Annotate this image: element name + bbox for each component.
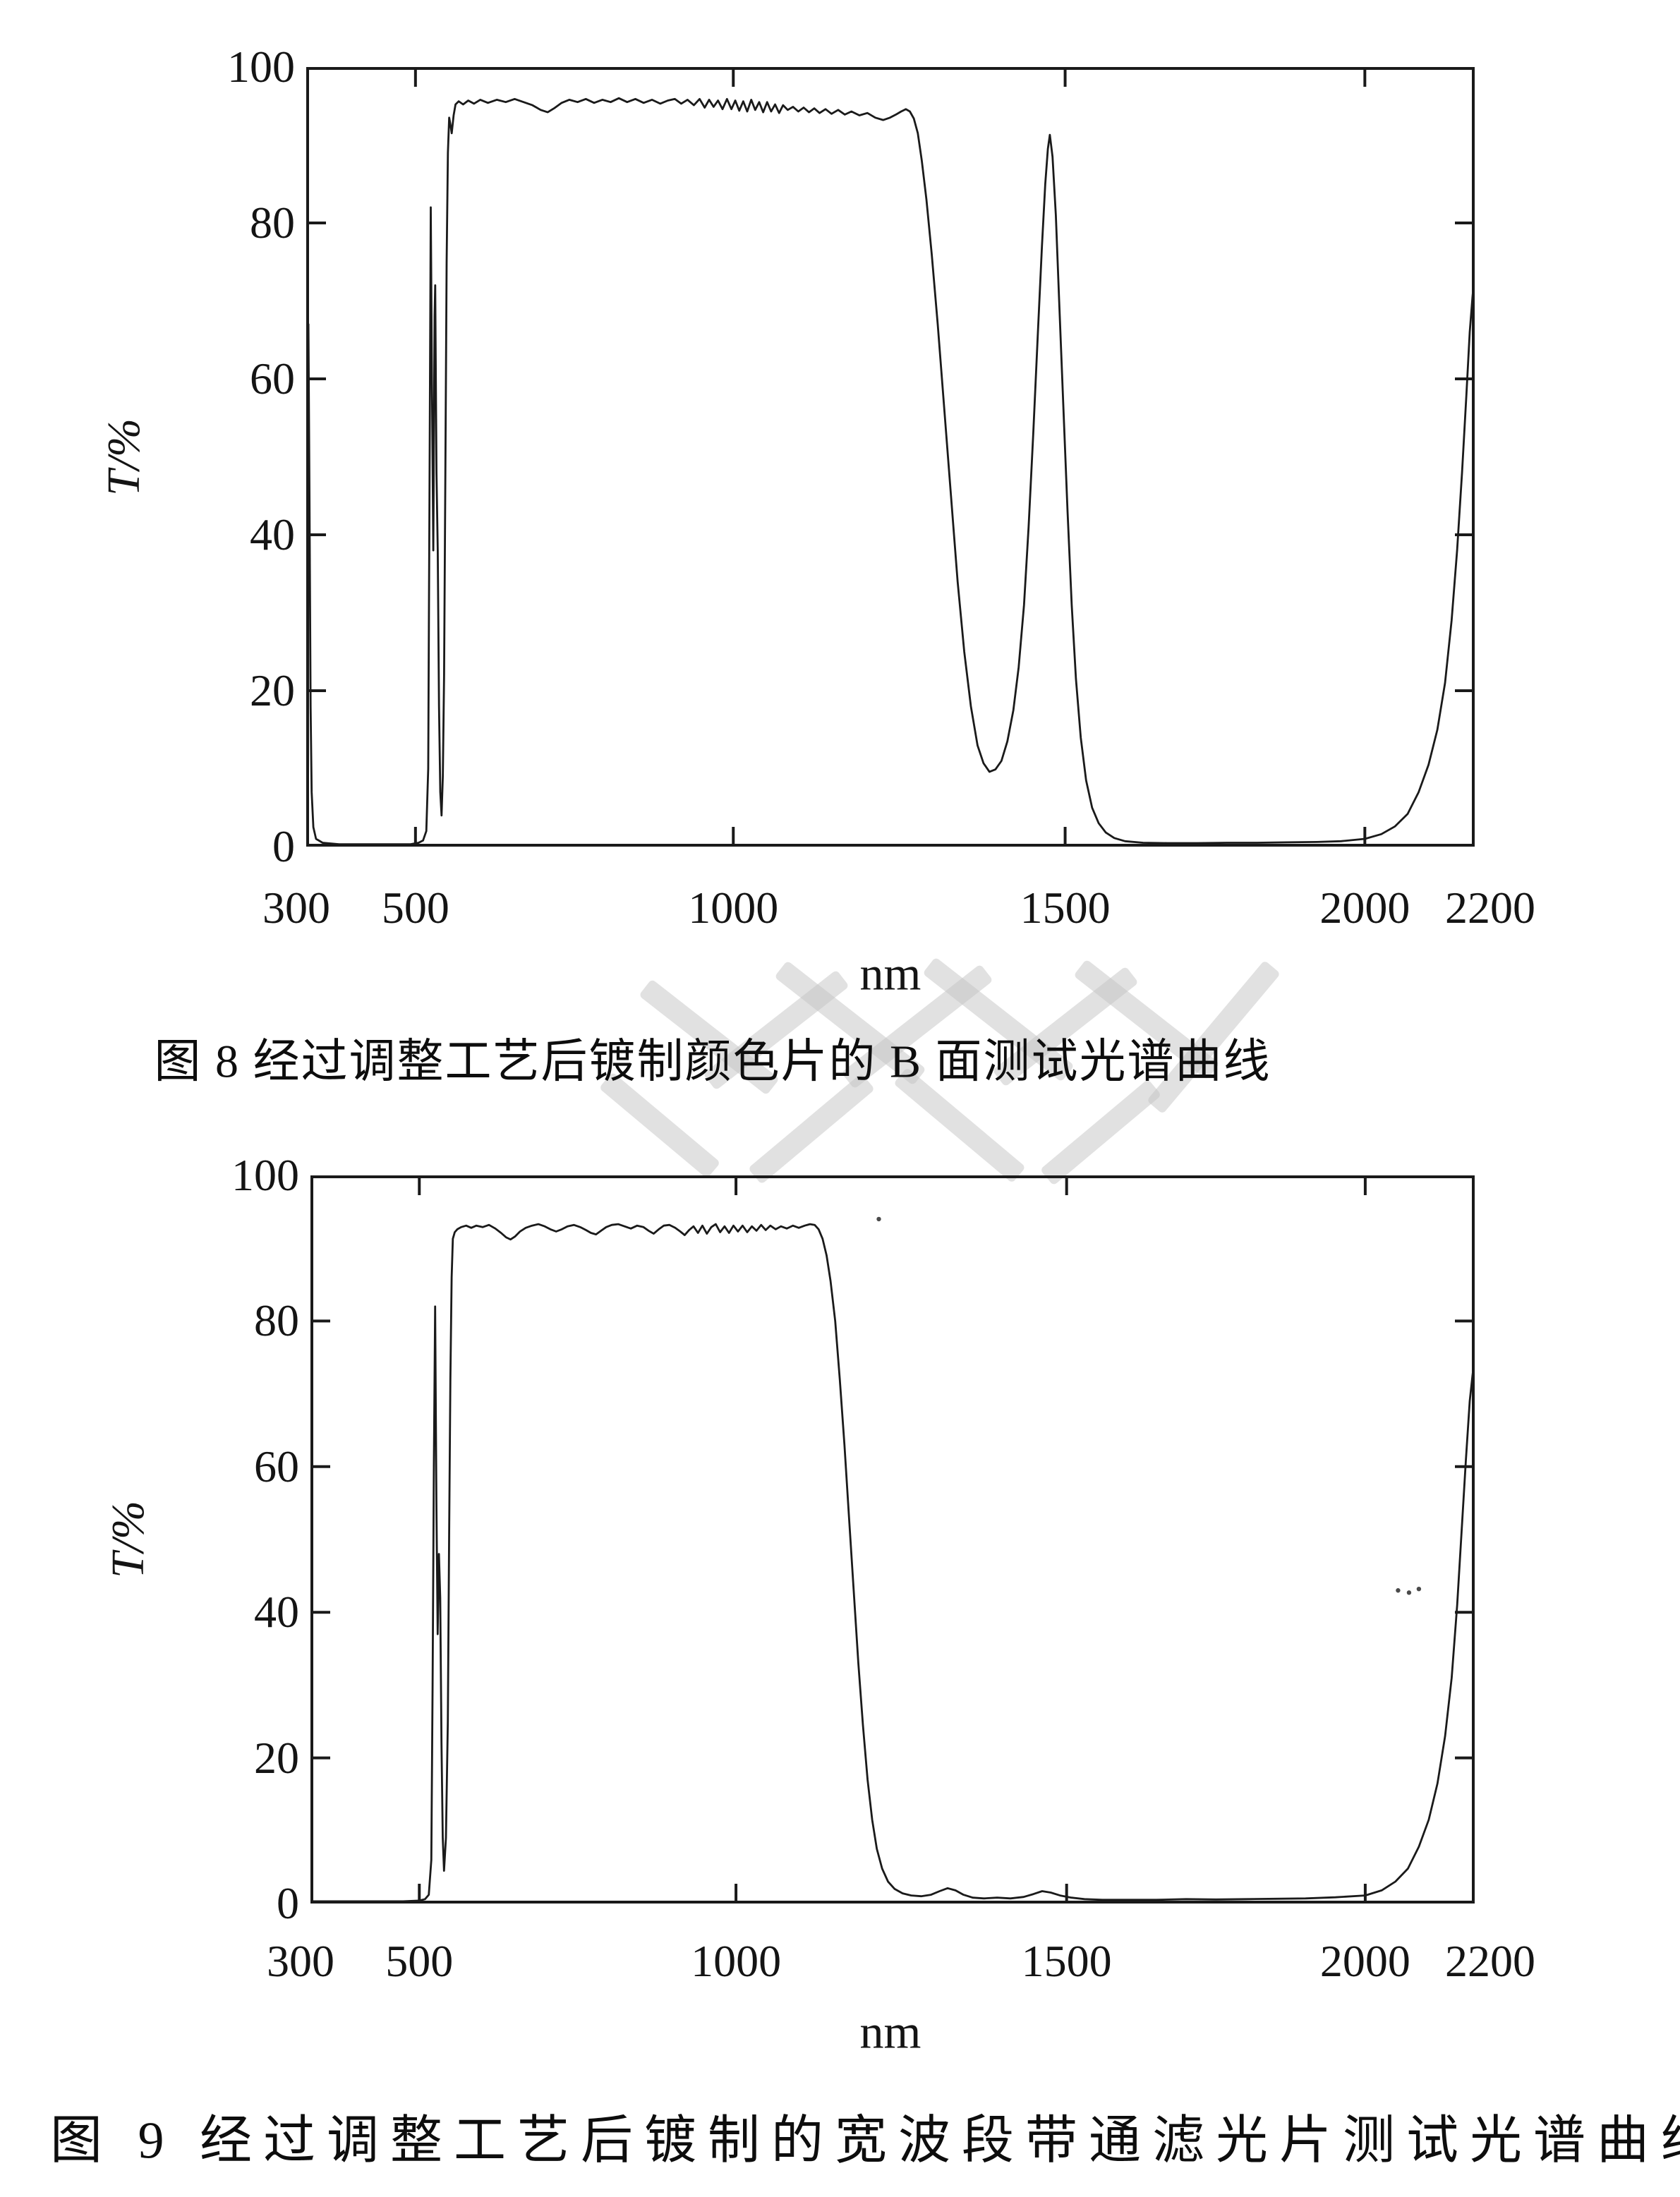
x-tick-label: 300	[262, 883, 330, 933]
x-tick-label: 1500	[1021, 1936, 1112, 1986]
x-tick-label: 2000	[1319, 883, 1410, 933]
y-tick-label: 0	[277, 1878, 299, 1928]
x-tick-label: 1000	[691, 1936, 782, 1986]
axis-frame	[310, 1175, 1475, 1904]
x-axis-title: nm	[859, 946, 921, 1000]
y-tick-label: 100	[231, 1150, 299, 1200]
x-tick-label: 2000	[1319, 1936, 1410, 1986]
y-tick-label: 0	[272, 821, 295, 871]
plot-area-figure-8	[306, 67, 1475, 847]
axis-frame	[306, 67, 1475, 847]
scan-artifact-dot	[1396, 1588, 1401, 1593]
x-tick-label: 1000	[688, 883, 779, 933]
watermark-stroke	[1039, 1079, 1162, 1186]
figure-9-caption: 图 9 经过调整工艺后镀制的宽波段带通滤光片测试光谱曲线	[50, 2112, 1680, 2170]
plot-area-figure-9	[310, 1175, 1475, 1904]
scan-artifact-dot	[1406, 1590, 1412, 1595]
y-tick-label: 100	[227, 42, 295, 92]
figure-8-caption: 图 8 经过调整工艺后镀制颜色片的 B 面测试光谱曲线	[154, 1036, 1271, 1088]
y-tick-label: 40	[250, 509, 295, 559]
x-tick-label: 300	[267, 1936, 334, 1986]
y-tick-label: 20	[254, 1732, 299, 1783]
y-tick-label: 60	[254, 1441, 299, 1491]
y-tick-label: 20	[250, 665, 295, 715]
y-tick-label: 60	[250, 353, 295, 404]
y-tick-label: 80	[250, 198, 295, 248]
x-tick-label: 2200	[1445, 883, 1535, 933]
x-tick-label: 500	[381, 883, 449, 933]
spectrum-curve	[310, 1223, 1475, 1903]
y-tick-label: 40	[254, 1587, 299, 1638]
y-axis-title: T/%	[102, 1500, 154, 1579]
scan-artifact-dot	[876, 1216, 881, 1222]
y-axis-title: T/%	[98, 418, 150, 497]
scan-artifact-dot	[1416, 1586, 1422, 1592]
x-axis-title: nm	[859, 2004, 921, 2059]
x-tick-label: 1500	[1020, 883, 1111, 933]
y-tick-label: 80	[254, 1295, 299, 1346]
figure-9-chart	[310, 1175, 1475, 1904]
x-tick-label: 500	[385, 1936, 454, 1986]
x-tick-label: 2200	[1445, 1936, 1535, 1986]
figure-8-chart	[306, 67, 1475, 847]
spectrum-curve	[306, 97, 1475, 847]
